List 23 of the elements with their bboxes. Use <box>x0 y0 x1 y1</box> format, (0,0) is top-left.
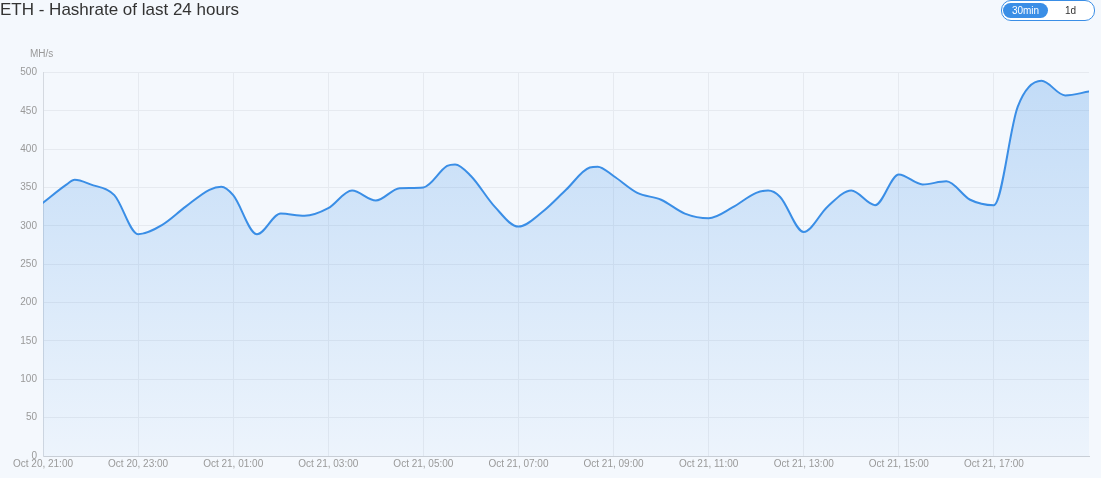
x-tick-label: Oct 21, 15:00 <box>868 457 930 469</box>
y-tick-label: 500 <box>20 66 38 78</box>
x-tick-label: Oct 21, 03:00 <box>298 457 359 469</box>
x-tick-label: Oct 21, 09:00 <box>583 457 644 469</box>
x-tick-label: Oct 21, 01:00 <box>203 457 264 469</box>
y-tick-label: 250 <box>20 257 38 269</box>
y-tick-label: 150 <box>20 334 38 346</box>
x-tick-label: Oct 21, 05:00 <box>393 457 454 469</box>
y-tick-label: 300 <box>20 219 38 231</box>
y-tick-label: 100 <box>20 373 38 385</box>
x-tick-label: Oct 21, 13:00 <box>773 457 835 469</box>
y-tick-label: 450 <box>20 104 38 116</box>
interval-toggle: 30min 1d <box>1001 0 1095 21</box>
y-tick-label: 50 <box>25 411 38 423</box>
x-tick-label: Oct 21, 07:00 <box>488 457 549 469</box>
y-tick-label: 400 <box>20 142 38 154</box>
y-tick-label: 200 <box>20 296 38 308</box>
x-tick-label: Oct 21, 11:00 <box>678 457 739 469</box>
y-axis-title: MH/s <box>30 48 54 60</box>
chart-title: ETH - Hashrate of last 24 hours <box>0 0 240 19</box>
y-tick-label: 350 <box>20 181 38 193</box>
x-tick-label: Oct 20, 23:00 <box>108 457 169 469</box>
x-tick-label: Oct 21, 17:00 <box>963 457 1025 469</box>
